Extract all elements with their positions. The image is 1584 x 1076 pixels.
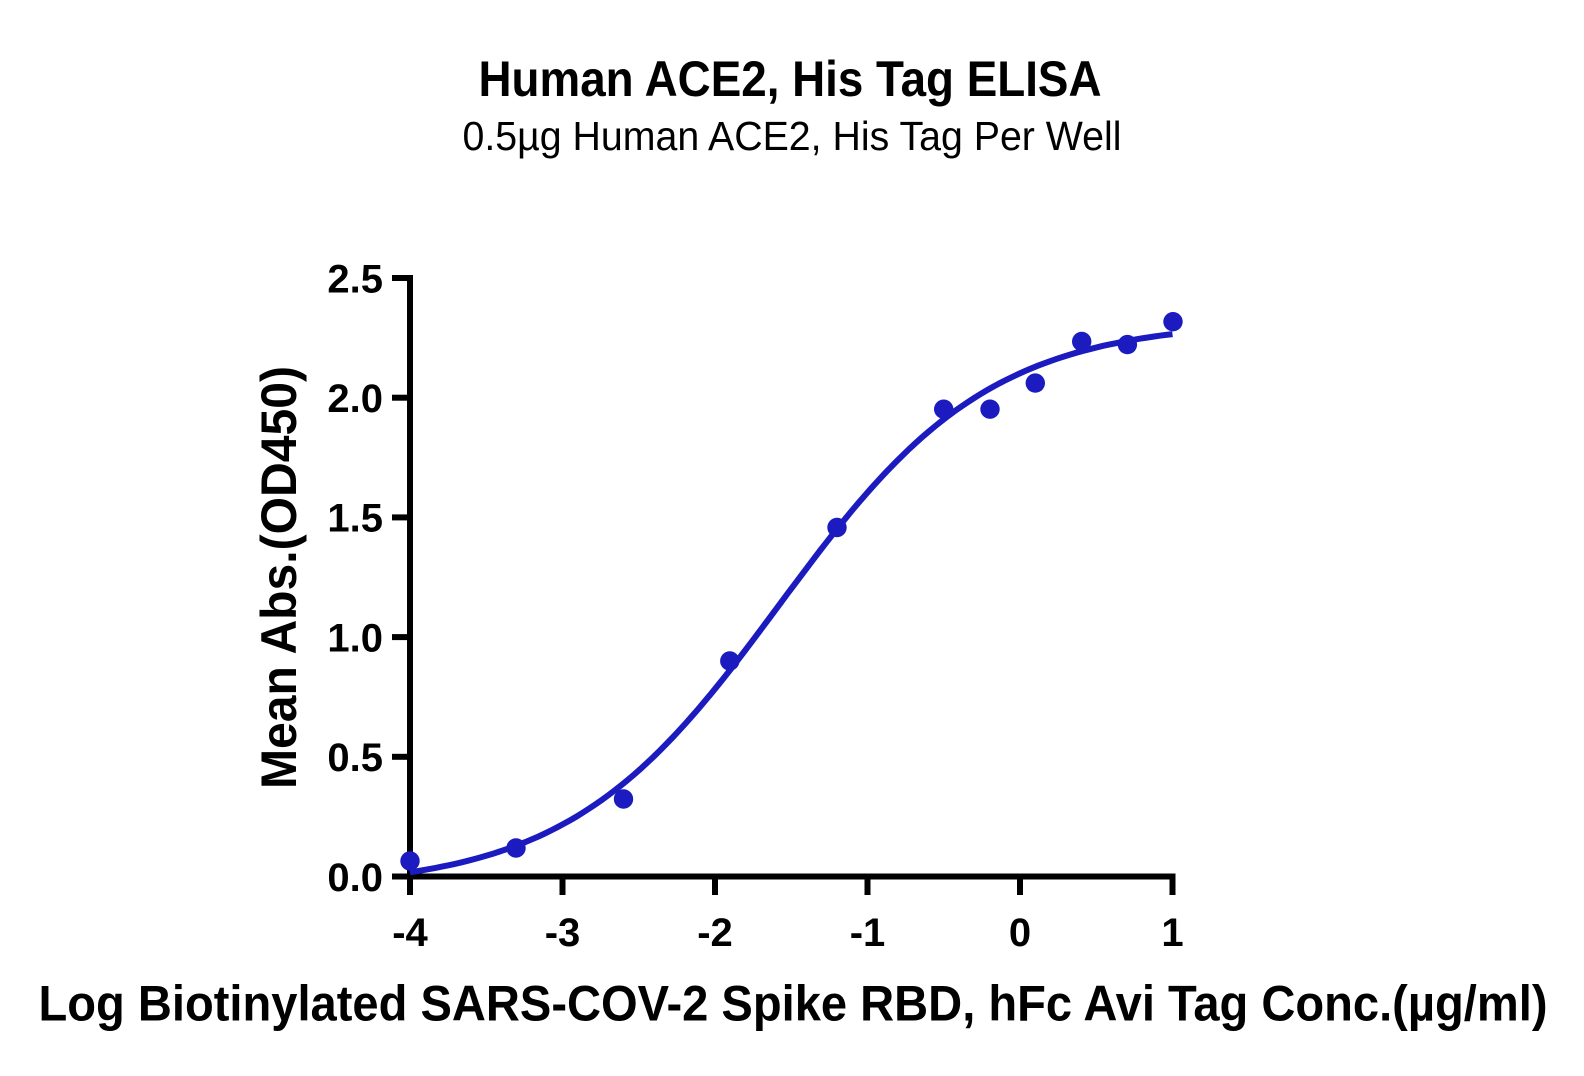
svg-text:2.5: 2.5 bbox=[327, 257, 383, 301]
svg-text:0.5: 0.5 bbox=[327, 736, 383, 780]
svg-text:0.5µg Human ACE2, His Tag Per: 0.5µg Human ACE2, His Tag Per Well bbox=[463, 113, 1122, 159]
svg-text:1.0: 1.0 bbox=[327, 616, 383, 660]
svg-text:2.0: 2.0 bbox=[327, 377, 383, 421]
svg-text:1: 1 bbox=[1161, 911, 1183, 955]
svg-text:1.5: 1.5 bbox=[327, 497, 383, 541]
svg-text:0.0: 0.0 bbox=[327, 856, 383, 900]
svg-text:-3: -3 bbox=[545, 911, 581, 955]
svg-text:Human ACE2, His Tag ELISA: Human ACE2, His Tag ELISA bbox=[479, 51, 1102, 107]
svg-text:0: 0 bbox=[1009, 911, 1031, 955]
svg-text:-2: -2 bbox=[697, 911, 733, 955]
svg-text:-4: -4 bbox=[392, 911, 428, 955]
svg-text:Mean Abs.(OD450): Mean Abs.(OD450) bbox=[251, 366, 307, 789]
svg-text:Log Biotinylated SARS-COV-2 Sp: Log Biotinylated SARS-COV-2 Spike RBD, h… bbox=[39, 976, 1548, 1032]
svg-text:-1: -1 bbox=[850, 911, 886, 955]
